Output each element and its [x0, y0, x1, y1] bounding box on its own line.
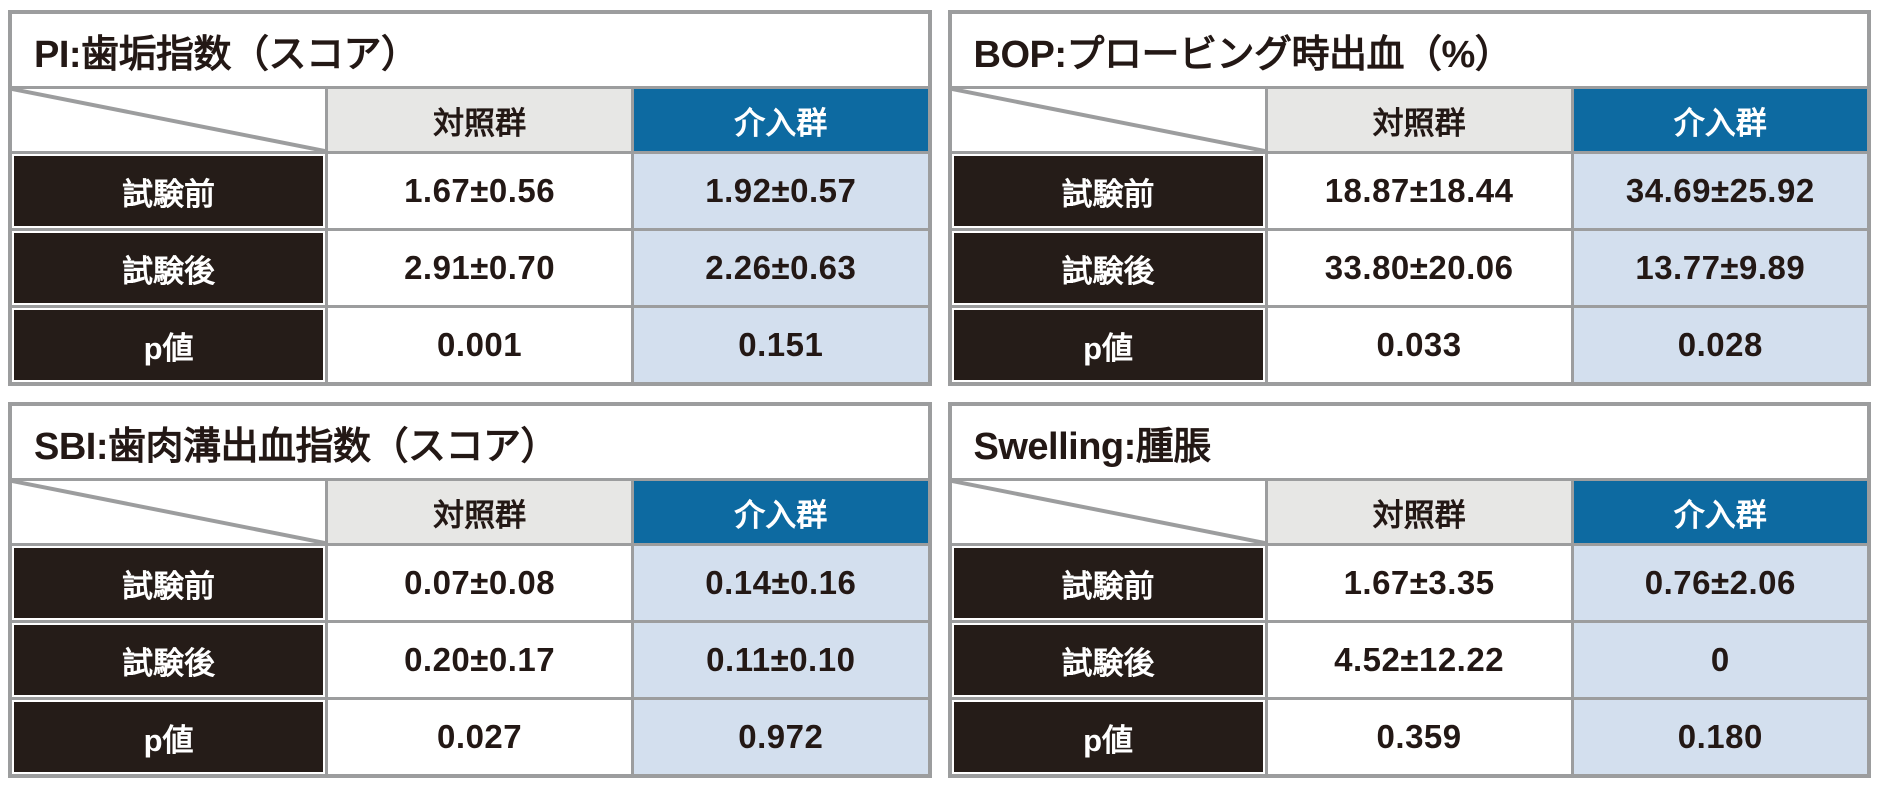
value-control-before: 1.67±3.35 [1267, 546, 1571, 620]
value-intervention-before: 0.76±2.06 [1573, 546, 1867, 620]
row-label-after-test: 試験後 [951, 623, 1265, 697]
value-control-before: 0.07±0.08 [328, 546, 632, 620]
diagonal-line-icon [12, 481, 325, 543]
row-label-before-test: 試験前 [951, 546, 1265, 620]
row-label-p-value: p値 [951, 700, 1265, 774]
table-sbi-sulcus-bleeding-index: SBI:歯肉溝出血指数（スコア） 対照群 介入群 試験前 0.07±0.08 0… [8, 402, 932, 778]
corner-diagonal-cell [951, 89, 1265, 151]
value-control-pvalue: 0.001 [328, 308, 632, 382]
value-intervention-after: 0.11±0.10 [634, 623, 928, 697]
intervention-group-header: 介入群 [1573, 481, 1867, 543]
diagonal-line-icon [12, 89, 325, 151]
intervention-group-header: 介入群 [634, 481, 928, 543]
diagonal-line-icon [952, 481, 1265, 543]
value-intervention-before: 34.69±25.92 [1573, 154, 1867, 228]
value-intervention-before: 0.14±0.16 [634, 546, 928, 620]
row-label-after-test: 試験後 [12, 231, 326, 305]
value-control-after: 33.80±20.06 [1267, 231, 1571, 305]
value-intervention-pvalue: 0.180 [1573, 700, 1867, 774]
table-title-sbi: SBI:歯肉溝出血指数（スコア） [12, 406, 928, 478]
table-pi-plaque-index: PI:歯垢指数（スコア） 対照群 介入群 試験前 1.67±0.56 1.92±… [8, 10, 932, 386]
table-title-pi: PI:歯垢指数（スコア） [12, 14, 928, 86]
table-title-swelling: Swelling:腫脹 [951, 406, 1867, 478]
control-group-header: 対照群 [1267, 481, 1571, 543]
control-group-header: 対照群 [328, 89, 632, 151]
value-intervention-after: 0 [1573, 623, 1867, 697]
value-intervention-before: 1.92±0.57 [634, 154, 928, 228]
value-intervention-after: 13.77±9.89 [1573, 231, 1867, 305]
value-control-before: 1.67±0.56 [328, 154, 632, 228]
value-intervention-pvalue: 0.028 [1573, 308, 1867, 382]
row-label-p-value: p値 [12, 700, 326, 774]
corner-diagonal-cell [951, 481, 1265, 543]
value-control-after: 4.52±12.22 [1267, 623, 1571, 697]
table-title-bop: BOP:プロービング時出血（%） [951, 14, 1867, 86]
value-control-before: 18.87±18.44 [1267, 154, 1571, 228]
corner-diagonal-cell [12, 89, 326, 151]
value-intervention-pvalue: 0.151 [634, 308, 928, 382]
row-label-p-value: p値 [12, 308, 326, 382]
table-bop-bleeding-on-probing: BOP:プロービング時出血（%） 対照群 介入群 試験前 18.87±18.44… [947, 10, 1871, 386]
value-control-pvalue: 0.359 [1267, 700, 1571, 774]
value-control-after: 2.91±0.70 [328, 231, 632, 305]
corner-diagonal-cell [12, 481, 326, 543]
row-label-before-test: 試験前 [12, 154, 326, 228]
row-label-after-test: 試験後 [12, 623, 326, 697]
intervention-group-header: 介入群 [1573, 89, 1867, 151]
intervention-group-header: 介入群 [634, 89, 928, 151]
diagonal-line-icon [952, 89, 1265, 151]
control-group-header: 対照群 [1267, 89, 1571, 151]
row-label-before-test: 試験前 [951, 154, 1265, 228]
row-label-p-value: p値 [951, 308, 1265, 382]
tables-grid: PI:歯垢指数（スコア） 対照群 介入群 試験前 1.67±0.56 1.92±… [8, 10, 1871, 778]
value-control-after: 0.20±0.17 [328, 623, 632, 697]
value-intervention-pvalue: 0.972 [634, 700, 928, 774]
value-intervention-after: 2.26±0.63 [634, 231, 928, 305]
value-control-pvalue: 0.033 [1267, 308, 1571, 382]
value-control-pvalue: 0.027 [328, 700, 632, 774]
row-label-before-test: 試験前 [12, 546, 326, 620]
table-swelling: Swelling:腫脹 対照群 介入群 試験前 1.67±3.35 0.76±2… [947, 402, 1871, 778]
control-group-header: 対照群 [328, 481, 632, 543]
row-label-after-test: 試験後 [951, 231, 1265, 305]
